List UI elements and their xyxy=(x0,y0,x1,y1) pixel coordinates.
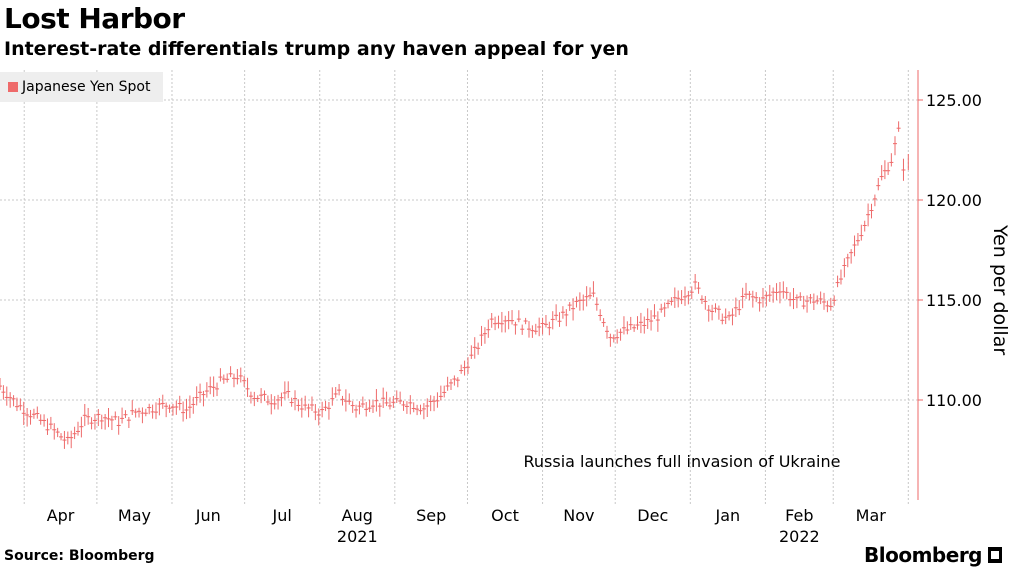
y-tick-label: 120.00 xyxy=(926,191,982,210)
x-tick-label: Jul xyxy=(272,506,292,525)
x-tick-label: Jun xyxy=(195,506,221,525)
x-tick-label: Oct xyxy=(491,506,519,525)
y-axis-ticks: 110.00 115.00 120.00 125.00 xyxy=(918,91,982,410)
chart-title: Lost Harbor xyxy=(4,2,185,35)
bloomberg-terminal-icon xyxy=(988,547,1002,563)
x-year-label: 2021 xyxy=(337,527,378,546)
x-tick-label: Sep xyxy=(416,506,446,525)
series-japanese-yen-spot xyxy=(0,121,909,449)
brand-logo: Bloomberg xyxy=(864,543,1002,567)
x-tick-label: Jan xyxy=(715,506,741,525)
source-note: Source: Bloomberg xyxy=(4,548,155,564)
legend-swatch xyxy=(8,82,18,92)
x-tick-label: Mar xyxy=(856,506,887,525)
legend: Japanese Yen Spot xyxy=(0,72,163,102)
x-tick-label: Apr xyxy=(47,506,75,525)
y-tick-label: 125.00 xyxy=(926,91,982,110)
y-axis-label: Yen per dollar xyxy=(989,225,1011,356)
chart-subtitle: Interest-rate differentials trump any ha… xyxy=(4,38,629,60)
annotation-invasion: Russia launches full invasion of Ukraine xyxy=(524,452,841,471)
brand-wordmark: Bloomberg xyxy=(864,543,982,567)
x-tick-label: Dec xyxy=(637,506,668,525)
x-tick-label: May xyxy=(118,506,151,525)
x-tick-label: Feb xyxy=(785,506,813,525)
legend-label: Japanese Yen Spot xyxy=(22,79,151,95)
x-year-label: 2022 xyxy=(779,527,820,546)
x-axis-ticks: Apr May Jun Jul Aug Sep Oct Nov Dec Jan Feb Mar 2021… xyxy=(47,506,887,546)
x-tick-label: Nov xyxy=(563,506,594,525)
y-tick-label: 115.00 xyxy=(926,291,982,310)
y-tick-label: 110.00 xyxy=(926,391,982,410)
gridlines xyxy=(0,70,918,504)
x-tick-label: Aug xyxy=(342,506,373,525)
